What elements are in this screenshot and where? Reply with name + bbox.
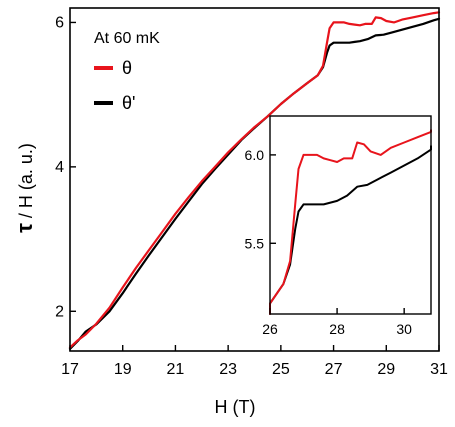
inset-x-axis: 26 28 30 bbox=[262, 308, 412, 337]
y-tick-label: 6 bbox=[55, 14, 64, 31]
x-tick-label: 17 bbox=[61, 361, 79, 378]
legend-label-theta: θ bbox=[122, 58, 132, 78]
inset-x-tick-label: 28 bbox=[329, 321, 345, 337]
x-tick-label: 25 bbox=[272, 361, 290, 378]
inset-plot: 26 28 30 5.5 6.0 bbox=[245, 115, 432, 337]
y-tick-label: 4 bbox=[55, 159, 64, 176]
x-axis: 17 19 21 23 25 27 29 31 bbox=[61, 345, 448, 378]
inset-y-tick-label: 5.5 bbox=[245, 235, 265, 251]
inset-x-tick-label: 26 bbox=[262, 321, 278, 337]
inset-y-tick-label: 6.0 bbox=[245, 147, 265, 163]
plot-frame bbox=[69, 7, 440, 352]
x-tick-label: 31 bbox=[430, 361, 448, 378]
inset-series-line-theta-prime bbox=[269, 129, 432, 315]
legend-title: At 60 mK bbox=[94, 30, 160, 47]
x-tick-label: 29 bbox=[377, 361, 395, 378]
legend-label-theta-prime: θ' bbox=[122, 93, 135, 113]
series-line-theta-prime bbox=[68, 11, 441, 349]
x-tick-label: 19 bbox=[114, 361, 132, 378]
x-tick-label: 27 bbox=[325, 361, 343, 378]
inset-frame bbox=[269, 115, 432, 315]
y-axis: 2 4 6 bbox=[55, 14, 76, 320]
x-tick-label: 21 bbox=[167, 361, 185, 378]
inset-series-lines bbox=[269, 129, 432, 315]
x-tick-label: 23 bbox=[219, 361, 237, 378]
y-tick-label: 2 bbox=[55, 303, 64, 320]
y-axis-title: τ / H (a. u.) bbox=[12, 143, 37, 233]
x-axis-title: H (T) bbox=[215, 397, 256, 417]
y-axis-tau-symbol: τ bbox=[12, 223, 37, 233]
main-series-lines bbox=[68, 11, 441, 350]
main-plot: 17 19 21 23 25 27 29 31 2 4 6 bbox=[55, 7, 448, 378]
inset-y-axis: 5.5 6.0 bbox=[245, 147, 276, 251]
legend: At 60 mK θ θ' bbox=[94, 30, 160, 113]
y-axis-title-rest: / H (a. u.) bbox=[16, 143, 36, 223]
inset-x-tick-label: 30 bbox=[396, 321, 412, 337]
